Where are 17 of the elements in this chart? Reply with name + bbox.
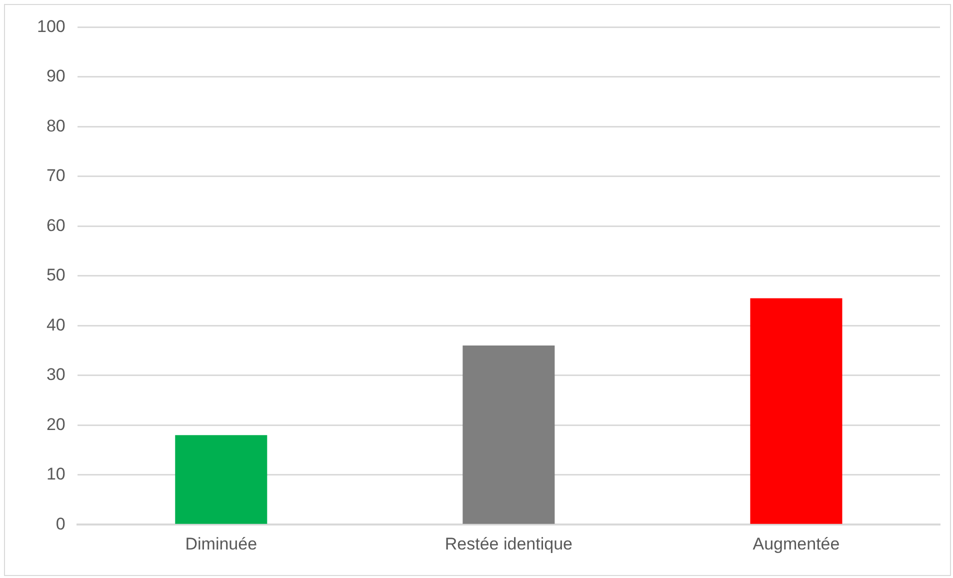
x-tick-label: Restée identique	[444, 534, 572, 554]
y-tick-label: 80	[46, 116, 66, 136]
bar	[462, 346, 555, 524]
y-tick-label: 90	[46, 66, 66, 86]
x-tick-label: Augmentée	[752, 534, 840, 554]
y-tick-label: 30	[46, 365, 66, 384]
y-tick-label: 40	[46, 315, 66, 334]
x-tick-label: Diminuée	[185, 534, 258, 554]
y-tick-label: 0	[56, 514, 66, 534]
y-tick-label: 70	[46, 166, 66, 186]
y-tick-label: 100	[36, 16, 66, 36]
bar	[750, 298, 842, 524]
bar	[175, 435, 268, 524]
y-tick-label: 50	[46, 266, 66, 285]
y-tick-label: 20	[46, 414, 66, 434]
y-tick-label: 60	[46, 216, 66, 235]
y-tick-label: 10	[46, 464, 66, 484]
